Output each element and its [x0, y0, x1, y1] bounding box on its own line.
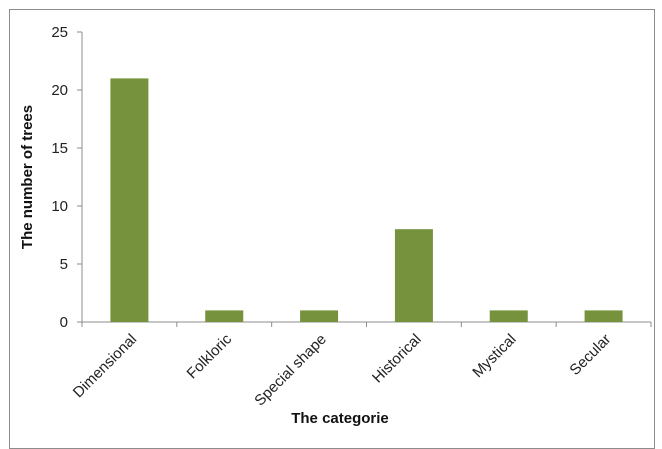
x-axis-title: The categorie [291, 410, 389, 427]
x-tick-label: Mystical [469, 331, 519, 381]
bar-secular [584, 310, 623, 322]
y-tick-label: 20 [51, 82, 68, 99]
y-tick-label: 0 [60, 314, 68, 331]
y-axis-ticks: 0 5 10 15 20 25 [51, 24, 82, 331]
bar-special-shape [300, 310, 339, 322]
x-tick-label: Special shape [251, 331, 330, 410]
bar-dimensional [110, 78, 149, 323]
y-tick-label: 15 [51, 140, 68, 157]
x-axis-ticks: Dimensional Folkloric Special shape Histori… [70, 322, 652, 410]
y-axis-title: The number of trees [19, 105, 36, 249]
bar-mystical [489, 310, 528, 322]
bar-folkloric [205, 310, 244, 322]
y-tick-label: 5 [60, 256, 68, 273]
bar-historical [394, 229, 433, 322]
x-tick-label: Folkloric [184, 330, 236, 382]
x-tick-label: Secular [566, 331, 614, 379]
x-tick-label: Historical [369, 331, 425, 387]
x-tick-label: Dimensional [70, 331, 140, 401]
y-tick-label: 10 [51, 198, 68, 215]
bars [110, 78, 623, 323]
bar-chart: 0 5 10 15 20 25 Dimensional Folkloric Special s… [19, 24, 652, 427]
y-tick-label: 25 [51, 24, 68, 41]
